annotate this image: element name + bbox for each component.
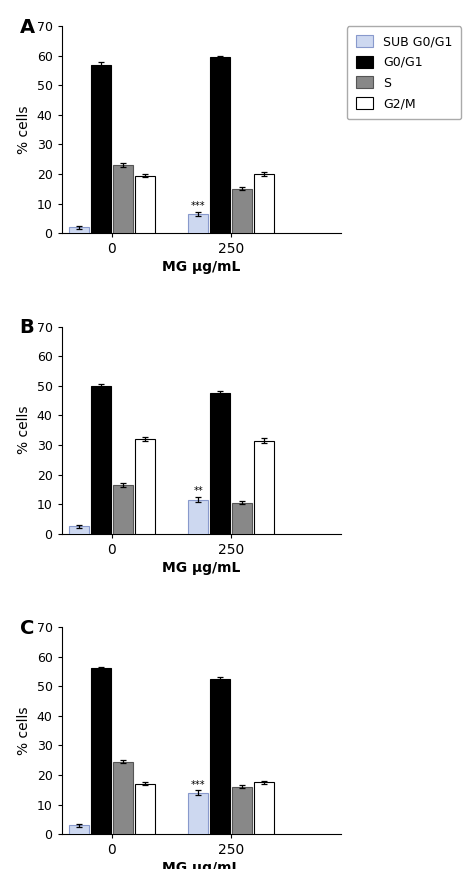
Y-axis label: % cells: % cells bbox=[17, 105, 31, 154]
Y-axis label: % cells: % cells bbox=[17, 706, 31, 755]
X-axis label: MG μg/mL: MG μg/mL bbox=[162, 261, 241, 275]
Bar bbox=[255, 782, 274, 834]
Bar bbox=[232, 189, 252, 233]
Bar bbox=[91, 668, 110, 834]
Bar bbox=[91, 64, 110, 233]
Text: A: A bbox=[20, 17, 35, 36]
Bar bbox=[112, 762, 133, 834]
Bar bbox=[189, 500, 209, 534]
Bar bbox=[232, 502, 252, 534]
Text: C: C bbox=[20, 619, 34, 638]
X-axis label: MG μg/mL: MG μg/mL bbox=[162, 561, 241, 575]
Bar bbox=[69, 527, 89, 534]
Bar bbox=[135, 176, 155, 233]
Bar bbox=[112, 165, 133, 233]
X-axis label: MG μg/mL: MG μg/mL bbox=[162, 861, 241, 869]
Bar bbox=[112, 485, 133, 534]
Bar bbox=[69, 228, 89, 233]
Text: ***: *** bbox=[191, 779, 206, 790]
Bar bbox=[189, 793, 209, 834]
Bar bbox=[255, 174, 274, 233]
Legend: SUB G0/G1, G0/G1, S, G2/M: SUB G0/G1, G0/G1, S, G2/M bbox=[347, 26, 461, 119]
Text: **: ** bbox=[193, 487, 203, 496]
Bar bbox=[255, 441, 274, 534]
Bar bbox=[232, 786, 252, 834]
Bar bbox=[135, 784, 155, 834]
Bar bbox=[91, 386, 110, 534]
Bar bbox=[210, 393, 230, 534]
Y-axis label: % cells: % cells bbox=[17, 406, 31, 454]
Text: ***: *** bbox=[191, 201, 206, 211]
Bar bbox=[189, 214, 209, 233]
Bar bbox=[210, 679, 230, 834]
Text: B: B bbox=[20, 318, 35, 337]
Bar bbox=[69, 826, 89, 834]
Bar bbox=[210, 57, 230, 233]
Bar bbox=[135, 439, 155, 534]
